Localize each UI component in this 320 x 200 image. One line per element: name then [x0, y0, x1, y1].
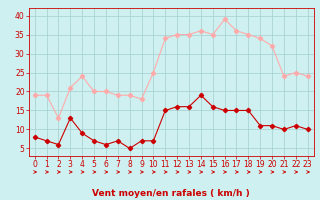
Text: Vent moyen/en rafales ( km/h ): Vent moyen/en rafales ( km/h ) [92, 189, 250, 198]
